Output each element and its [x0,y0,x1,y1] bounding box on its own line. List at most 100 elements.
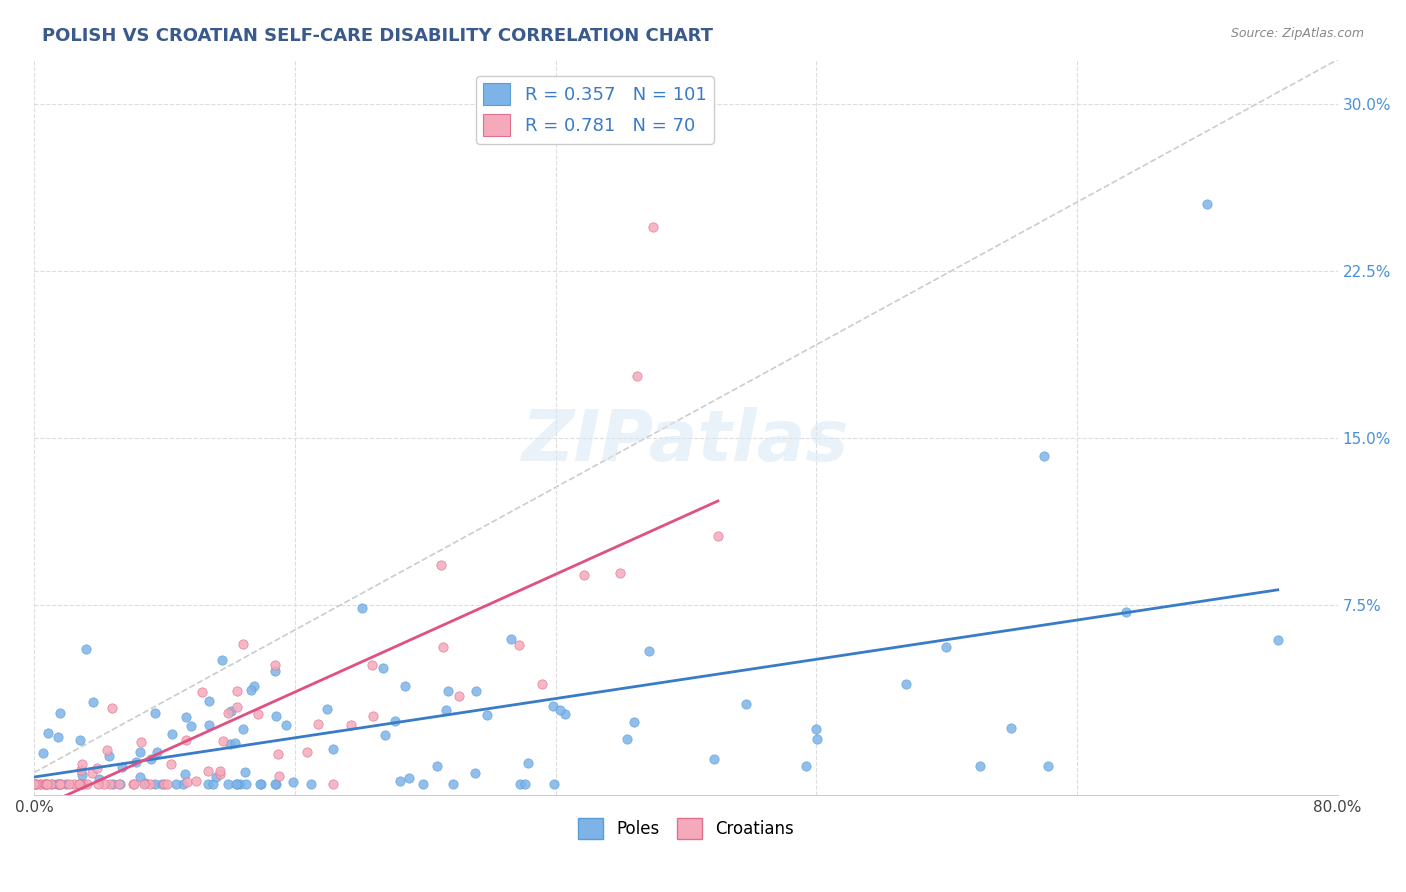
Croatians [51,776,73,790]
Croatians [82,766,104,780]
Poles [45,776,67,790]
Poles [82,695,104,709]
Poles [935,640,957,654]
Poles [150,776,173,790]
Croatians [24,776,46,790]
Croatians [226,684,249,698]
Text: ZIPatlas: ZIPatlas [522,408,849,476]
Croatians [232,637,254,651]
Poles [283,774,305,789]
Poles [69,732,91,747]
Poles [554,707,576,722]
Poles [225,776,247,790]
Poles [235,776,257,790]
Croatians [25,776,48,790]
Poles [219,704,242,718]
Poles [180,718,202,732]
Croatians [35,776,58,790]
Poles [111,759,134,773]
Poles [264,709,287,723]
Croatians [39,776,62,790]
Poles [217,776,239,790]
Croatians [643,219,665,234]
Croatians [572,567,595,582]
Poles [734,698,756,712]
Text: Source: ZipAtlas.com: Source: ZipAtlas.com [1230,27,1364,40]
Poles [243,680,266,694]
Poles [229,776,252,790]
Poles [475,707,498,722]
Poles [128,745,150,759]
Croatians [609,566,631,581]
Poles [316,702,339,716]
Croatians [322,776,344,790]
Poles [128,770,150,784]
Poles [1115,605,1137,619]
Poles [72,767,94,781]
Text: POLISH VS CROATIAN SELF-CARE DISABILITY CORRELATION CHART: POLISH VS CROATIAN SELF-CARE DISABILITY … [42,27,713,45]
Croatians [153,776,176,790]
Croatians [76,776,98,790]
Croatians [134,776,156,790]
Croatians [34,776,56,790]
Croatians [32,776,55,790]
Poles [516,756,538,771]
Croatians [100,776,122,790]
Croatians [626,368,648,383]
Poles [250,776,273,790]
Poles [202,776,225,790]
Poles [226,776,249,790]
Croatians [297,745,319,759]
Poles [264,776,287,790]
Poles [249,776,271,790]
Croatians [93,776,115,790]
Poles [198,718,221,732]
Croatians [48,776,70,790]
Poles [139,752,162,766]
Poles [143,776,166,790]
Poles [233,765,256,780]
Croatians [264,657,287,672]
Croatians [87,776,110,790]
Poles [703,752,725,766]
Poles [146,745,169,759]
Poles [794,759,817,773]
Poles [240,683,263,698]
Poles [352,600,374,615]
Croatians [139,776,162,790]
Croatians [340,718,363,732]
Croatians [212,733,235,747]
Poles [108,776,131,790]
Poles [134,776,156,790]
Poles [37,725,59,739]
Poles [160,727,183,741]
Poles [165,776,187,790]
Poles [638,644,661,658]
Poles [101,776,124,790]
Croatians [30,776,52,790]
Poles [394,679,416,693]
Poles [299,776,322,790]
Poles [548,703,571,717]
Legend: Poles, Croatians: Poles, Croatians [572,812,800,846]
Croatians [209,764,232,778]
Croatians [190,685,212,699]
Poles [623,714,645,729]
Croatians [360,658,382,673]
Croatians [129,735,152,749]
Croatians [122,776,145,790]
Poles [426,759,449,773]
Poles [437,684,460,698]
Poles [896,676,918,690]
Croatians [176,775,198,789]
Croatians [58,776,80,790]
Poles [541,699,564,714]
Poles [49,706,72,721]
Croatians [307,717,329,731]
Croatians [108,776,131,790]
Poles [204,770,226,784]
Croatians [69,776,91,790]
Poles [276,718,298,732]
Croatians [267,747,290,762]
Croatians [96,743,118,757]
